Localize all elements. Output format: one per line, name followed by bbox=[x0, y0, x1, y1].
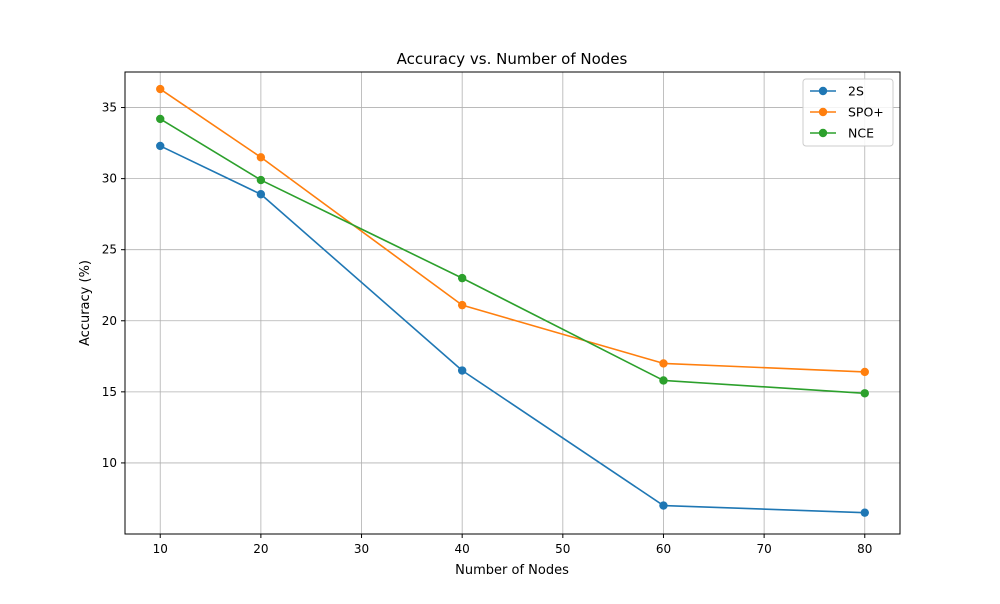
data-point bbox=[256, 153, 266, 162]
data-point bbox=[156, 114, 165, 124]
legend: 2S SPO+ NCE bbox=[802, 78, 894, 147]
data-point bbox=[860, 389, 869, 398]
data-point bbox=[156, 141, 165, 151]
y-tick-label: 35 bbox=[102, 101, 117, 115]
series-lines bbox=[156, 84, 869, 517]
y-tick-label: 30 bbox=[102, 172, 117, 186]
x-tick-label: 30 bbox=[354, 542, 369, 556]
plot-frame bbox=[124, 71, 901, 535]
data-point bbox=[860, 367, 869, 377]
data-point bbox=[256, 190, 266, 199]
x-tick-label: 60 bbox=[656, 542, 671, 556]
chart-title: Accuracy vs. Number of Nodes bbox=[397, 50, 628, 68]
grid-lines bbox=[125, 72, 900, 534]
x-tick-label: 70 bbox=[756, 542, 771, 556]
data-point bbox=[457, 366, 467, 375]
x-tick-label: 40 bbox=[455, 542, 470, 556]
data-point bbox=[659, 501, 668, 510]
legend-label: 2S bbox=[848, 84, 864, 99]
data-point bbox=[457, 300, 467, 310]
legend-item: NCE bbox=[810, 126, 874, 141]
x-axis-title: Number of Nodes bbox=[455, 563, 569, 578]
legend-box bbox=[802, 78, 894, 147]
data-point bbox=[860, 508, 869, 517]
y-axis-title: Accuracy (%) bbox=[78, 260, 93, 346]
legend-item: SPO+ bbox=[810, 105, 884, 120]
data-point bbox=[457, 273, 467, 283]
data-point bbox=[659, 376, 668, 385]
legend-swatch-marker bbox=[818, 107, 828, 117]
legend-label: NCE bbox=[848, 126, 874, 141]
legend-swatch-marker bbox=[818, 128, 828, 138]
y-tick-label: 20 bbox=[102, 314, 117, 328]
legend-label: SPO+ bbox=[848, 105, 884, 120]
y-tick-label: 15 bbox=[102, 385, 117, 399]
axes bbox=[124, 71, 901, 535]
series-nce bbox=[156, 114, 869, 398]
x-tick-label: 50 bbox=[555, 542, 570, 556]
data-point bbox=[659, 359, 668, 368]
axis-ticks: 10 20 30 40 50 60 70 80 10 15 20 25 30 35 bbox=[102, 101, 873, 556]
legend-item: 2S bbox=[810, 84, 864, 99]
series-2s bbox=[156, 141, 869, 517]
legend-swatch-marker bbox=[818, 86, 828, 96]
series-spo- bbox=[156, 84, 869, 377]
data-point bbox=[256, 175, 266, 185]
y-tick-label: 10 bbox=[102, 456, 117, 470]
x-tick-label: 80 bbox=[857, 542, 872, 556]
y-tick-label: 25 bbox=[102, 243, 117, 257]
x-tick-label: 10 bbox=[153, 542, 168, 556]
x-tick-label: 20 bbox=[253, 542, 268, 556]
data-point bbox=[156, 84, 165, 94]
